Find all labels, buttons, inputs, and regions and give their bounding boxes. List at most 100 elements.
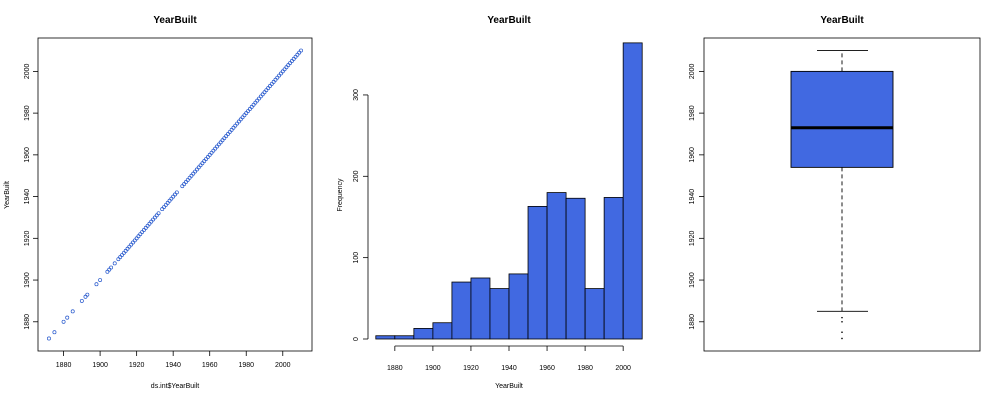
scatter-point — [129, 242, 134, 247]
histogram-bar — [489, 288, 510, 340]
scatter-point — [127, 244, 132, 249]
scatter-point — [120, 253, 124, 257]
scatter-point — [162, 205, 166, 209]
scatter-point — [118, 255, 123, 260]
scatter-point — [213, 146, 218, 151]
scatter-point — [255, 98, 260, 103]
histogram-x-tick-label: 1960 — [539, 365, 555, 372]
histogram-bar — [603, 197, 624, 340]
scatter-point — [52, 330, 57, 335]
scatter-point — [231, 125, 236, 130]
scatter-point — [246, 109, 251, 113]
scatter-x-tick-label: 1920 — [129, 362, 145, 369]
scatter-point — [187, 175, 192, 180]
scatter-point — [61, 319, 66, 324]
histogram-y-tick-label: 0 — [353, 337, 360, 341]
scatter-y-tick-label: 1980 — [24, 105, 31, 121]
boxplot-y-tick-label: 1940 — [689, 189, 696, 205]
scatter-point — [226, 132, 230, 136]
scatter-point — [189, 173, 194, 178]
histogram-x-tick-label: 1980 — [577, 365, 593, 372]
scatter-point — [145, 223, 150, 228]
scatter-point — [220, 138, 225, 143]
scatter-point — [257, 96, 261, 101]
scatter-x-tick-label: 1900 — [92, 362, 108, 369]
scatter-point — [202, 159, 207, 164]
scatter-point — [141, 228, 146, 232]
scatter-point — [198, 163, 203, 168]
scatter-point — [297, 50, 302, 55]
scatter-point — [247, 106, 252, 111]
scatter-point — [282, 67, 287, 72]
scatter-point — [149, 219, 154, 224]
scatter-point — [215, 144, 219, 149]
scatter-point — [235, 121, 240, 126]
boxplot-y-tick-label: 1980 — [689, 105, 696, 121]
scatter-point — [193, 169, 198, 174]
scatter-point — [222, 136, 227, 141]
scatter-point — [268, 84, 272, 88]
scatter-x-tick-label: 2000 — [275, 362, 291, 369]
scatter-point — [85, 292, 90, 297]
boxplot-plot-frame — [703, 37, 981, 352]
scatter-title: YearBuilt — [153, 15, 197, 26]
scatter-x-tick-label: 1980 — [238, 362, 254, 369]
histogram-bar — [451, 281, 472, 340]
scatter-point — [260, 92, 265, 97]
boxplot-marks — [790, 50, 894, 340]
scatter-x-tick-label: 1960 — [202, 362, 218, 369]
scatter-point — [194, 167, 199, 172]
histogram-x-axis: 1880 1900 1920 1940 1960 1980 2000 — [387, 345, 631, 372]
histogram-x-tick-label: 1900 — [425, 365, 441, 372]
scatter-point — [293, 54, 298, 59]
scatter-point — [173, 192, 177, 197]
boxplot-panel: YearBuilt 1880 1900 1920 1940 1960 1980 2000 — [689, 15, 981, 352]
scatter-point — [289, 59, 294, 63]
histogram-bar — [432, 322, 453, 340]
scatter-point — [180, 184, 185, 189]
scatter-point — [131, 240, 135, 245]
scatter-point — [240, 115, 245, 120]
scatter-point — [211, 148, 216, 153]
scatter-point — [284, 65, 289, 70]
scatter-point — [224, 134, 229, 139]
histogram-x-tick-label: 1920 — [463, 365, 479, 372]
scatter-y-tick-label: 1920 — [24, 230, 31, 246]
scatter-point — [204, 157, 209, 161]
scatter-panel: YearBuilt 1880 1900 1920 1940 1960 1980 2000 1… — [4, 15, 313, 390]
scatter-point — [196, 165, 201, 170]
scatter-y-tick-label: 1960 — [24, 147, 31, 163]
scatter-point — [125, 246, 130, 251]
scatter-point — [134, 236, 139, 241]
histogram-x-label: YearBuilt — [495, 383, 523, 390]
scatter-point — [238, 117, 243, 122]
scatter-point — [107, 267, 112, 272]
scatter-point — [233, 123, 238, 128]
scatter-point — [185, 177, 190, 182]
scatter-point — [280, 69, 285, 74]
scatter-point — [229, 127, 234, 132]
scatter-point — [94, 282, 99, 287]
scatter-point — [65, 315, 70, 320]
scatter-point — [227, 129, 232, 134]
scatter-point — [269, 81, 274, 86]
scatter-point — [151, 217, 156, 222]
histogram-x-tick-label: 1940 — [501, 365, 517, 372]
scatter-x-tick-label: 1880 — [56, 362, 72, 369]
scatter-point — [147, 221, 152, 226]
scatter-x-axis: 1880 1900 1920 1940 1960 1980 2000 — [56, 351, 291, 369]
scatter-point — [160, 207, 165, 212]
scatter-point — [154, 213, 159, 218]
scatter-point — [98, 278, 103, 283]
scatter-point — [132, 238, 137, 243]
histogram-x-tick-label: 1880 — [387, 365, 403, 372]
scatter-point — [299, 48, 303, 53]
boxplot-y-tick-label: 1960 — [689, 147, 696, 163]
scatter-point — [165, 200, 170, 205]
boxplot-outlier — [841, 320, 843, 323]
scatter-point — [207, 152, 212, 157]
scatter-point — [288, 61, 293, 65]
histogram-y-tick-label: 100 — [353, 252, 360, 264]
histogram-y-tick-label: 200 — [353, 170, 360, 182]
